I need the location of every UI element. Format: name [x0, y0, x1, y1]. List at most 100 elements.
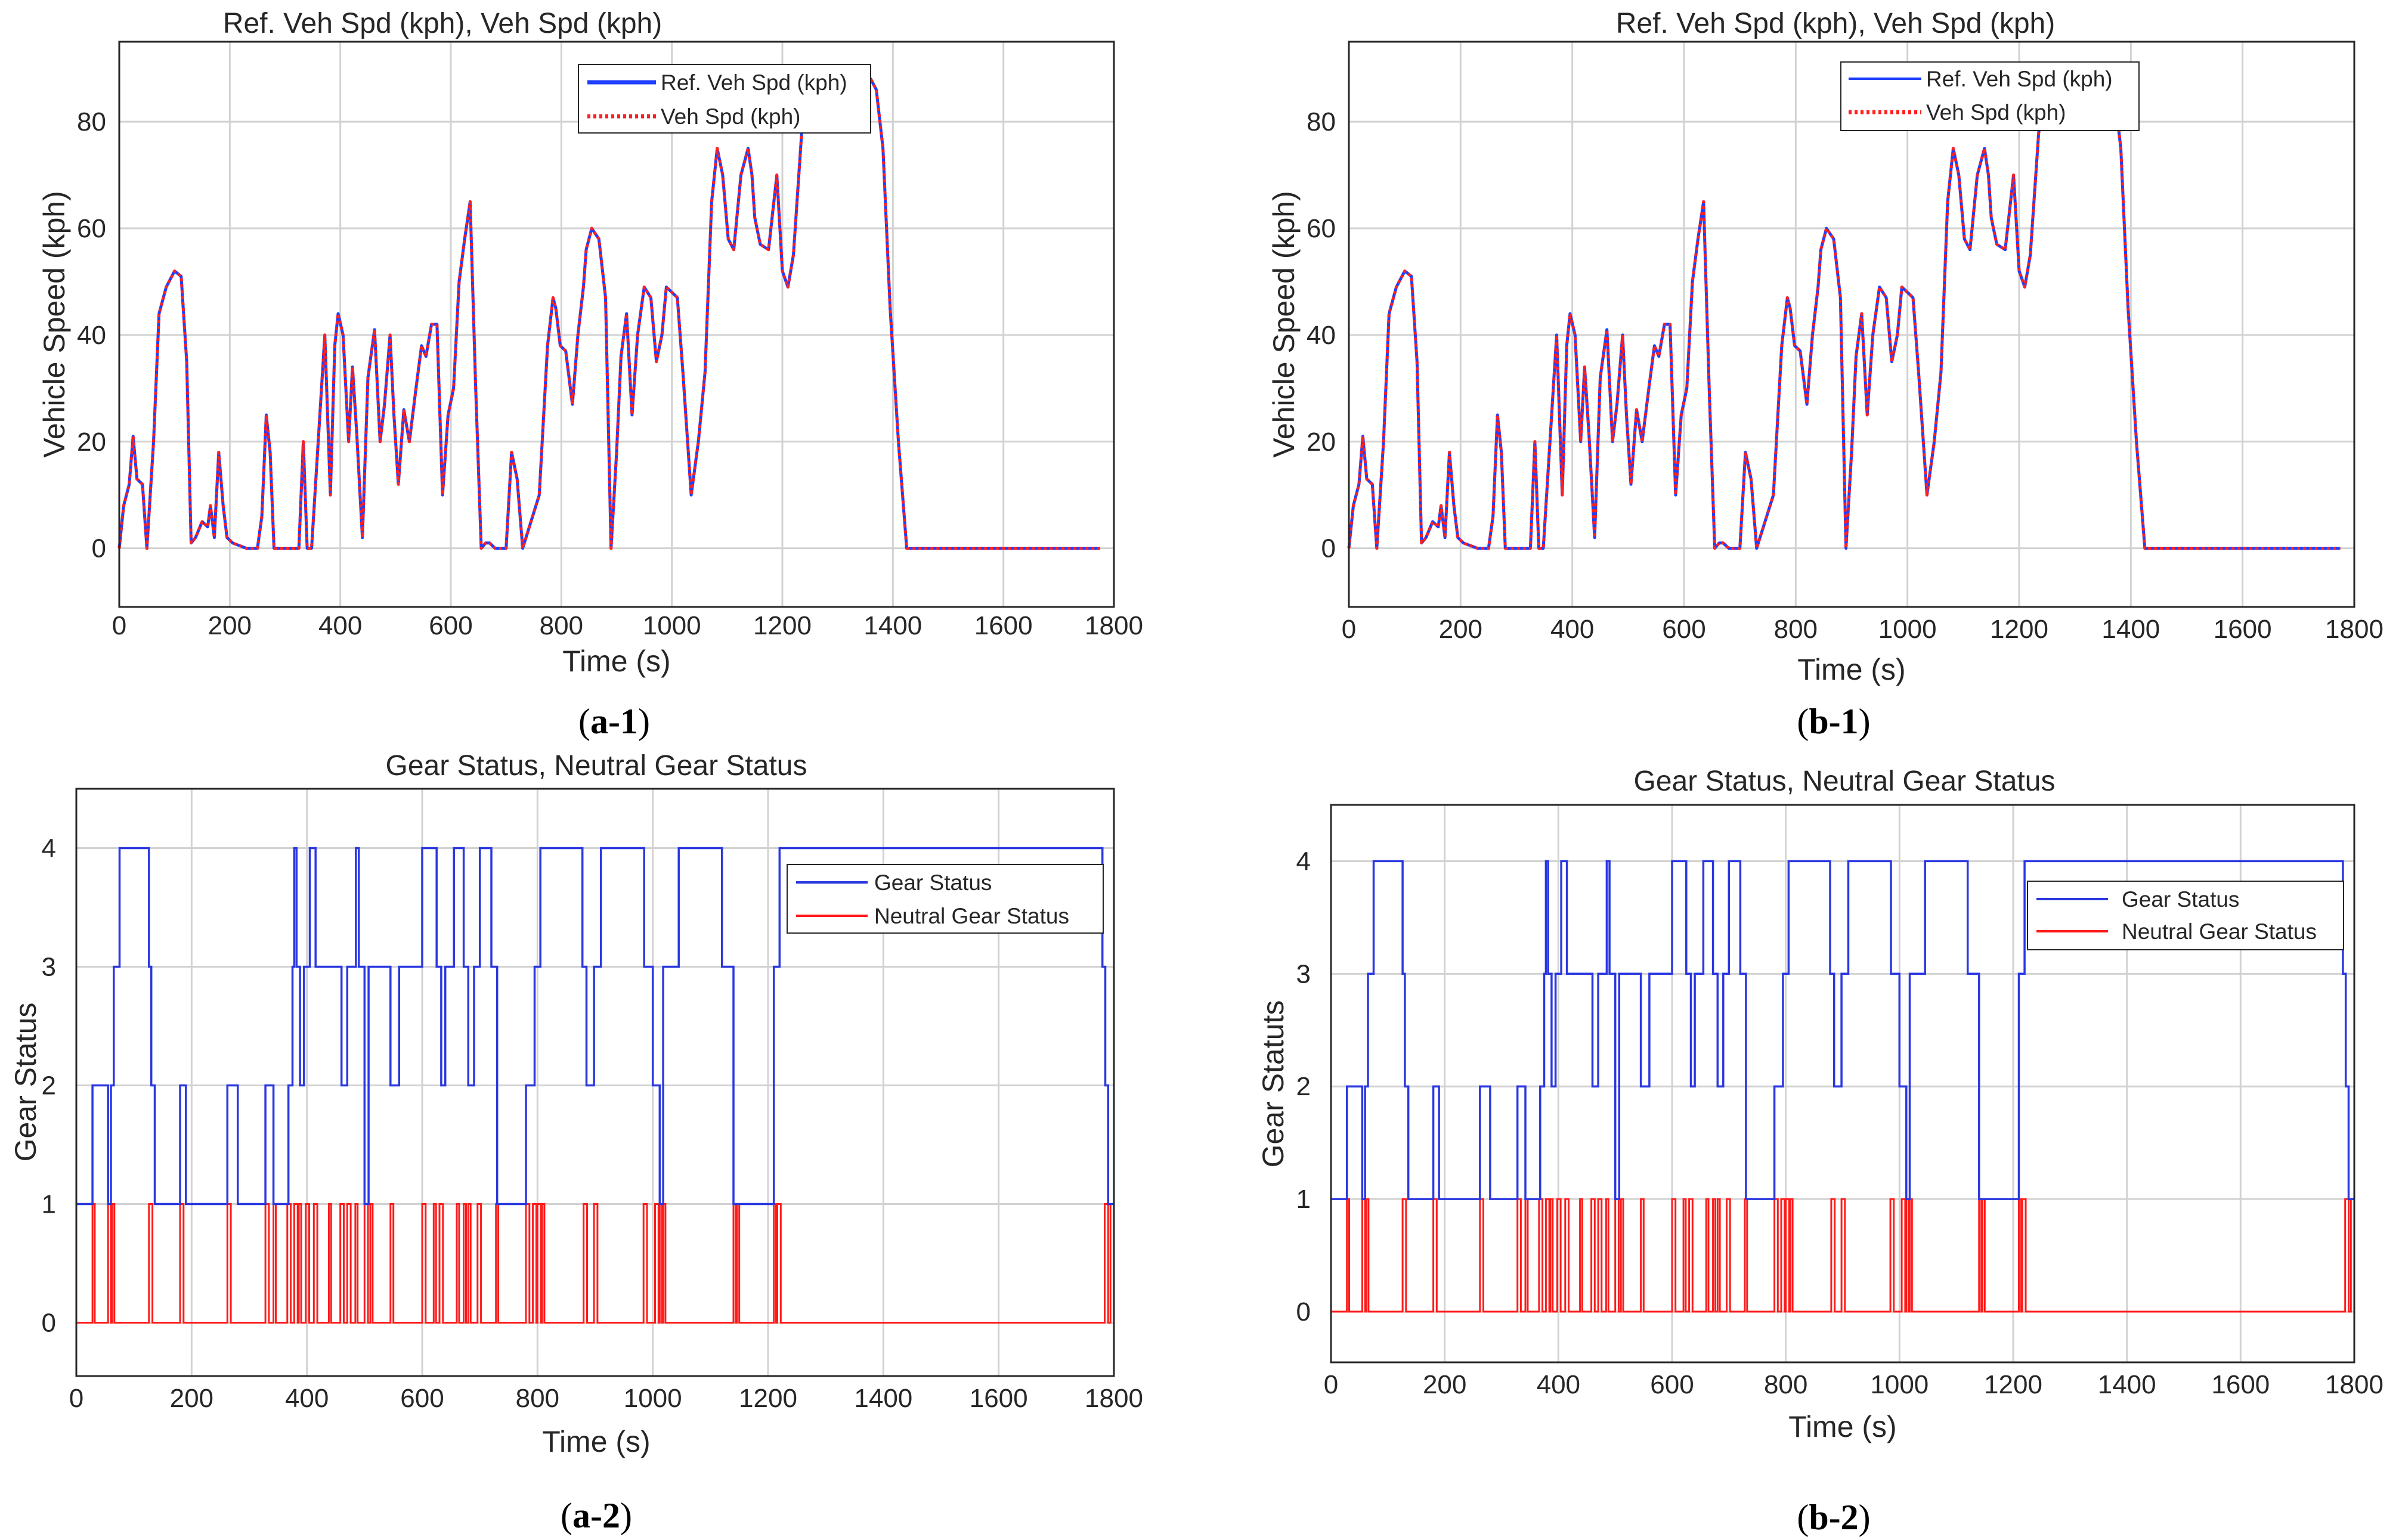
chart-title: Gear Status, Neutral Gear Status	[1634, 766, 2056, 797]
y-tick-label: 80	[77, 107, 106, 137]
x-tick-label: 1400	[854, 1384, 912, 1413]
chart-title: Ref. Veh Spd (kph), Veh Spd (kph)	[1616, 8, 2055, 39]
x-tick-label: 1600	[970, 1384, 1028, 1413]
x-tick-label: 1000	[643, 611, 701, 640]
x-tick-label: 0	[69, 1384, 83, 1413]
x-tick-label: 1800	[1085, 611, 1143, 640]
series-line-neutral-gear	[76, 1203, 1115, 1324]
x-tick-label: 600	[429, 611, 472, 640]
y-tick-labels: 0 1 2 3 4	[42, 833, 56, 1337]
panel-caption: (b-2)	[1797, 1498, 1870, 1537]
panel-b2-gear-chart: Gear Status, Neutral Gear Status 0 200 400…	[1256, 766, 2383, 1537]
x-tick-label: 800	[516, 1384, 559, 1413]
legend: Gear Status Neutral Gear Status	[787, 864, 1104, 934]
x-axis-label: Time (s)	[1797, 653, 1905, 686]
axes-box	[118, 41, 1115, 608]
chart-title: Ref. Veh Spd (kph), Veh Spd (kph)	[223, 8, 662, 39]
x-tick-label: 1400	[2098, 1370, 2156, 1399]
legend-box	[578, 64, 871, 134]
x-tick-label: 400	[1550, 615, 1594, 644]
series-line-gear-status	[1331, 860, 2354, 1200]
x-tick-label: 1400	[2101, 615, 2160, 644]
y-tick-label: 0	[92, 534, 106, 563]
y-tick-label: 80	[1307, 107, 1336, 137]
x-tick-label: 1000	[624, 1384, 682, 1413]
y-tick-label: 1	[42, 1189, 56, 1219]
caption-paren: (	[561, 1496, 572, 1535]
legend-box	[1840, 61, 2140, 131]
y-tick-label: 3	[42, 952, 56, 981]
x-tick-label: 800	[1774, 615, 1818, 644]
caption-label: a-1	[590, 702, 638, 741]
caption-label: a-2	[572, 1496, 620, 1535]
axes-box	[1330, 804, 2355, 1364]
plot-series	[1347, 78, 2341, 550]
x-tick-label: 0	[1342, 615, 1356, 644]
x-tick-labels: 0 200 400 600 800 1000 1200 1400 1600 1800	[1324, 1370, 2383, 1399]
x-axis-label: Time (s)	[542, 1425, 650, 1458]
plot-series	[76, 847, 1115, 1324]
x-tick-label: 800	[1764, 1370, 1807, 1399]
y-tick-label: 4	[42, 833, 56, 863]
y-tick-labels: 0 20 40 60 80	[1307, 107, 1336, 563]
caption-label: b-1	[1809, 702, 1858, 741]
x-tick-label: 400	[318, 611, 362, 640]
y-axis-label: Vehicle Speed (kph)	[38, 191, 71, 458]
caption-paren: )	[1859, 1498, 1871, 1537]
legend-box	[787, 864, 1104, 934]
y-tick-label: 3	[1296, 959, 1311, 989]
legend-label-ref-speed: Ref. Veh Spd (kph)	[1926, 67, 2113, 91]
legend: Gear Status Neutral Gear Status	[2027, 881, 2344, 950]
panel-caption: (a-1)	[578, 702, 650, 741]
panel-caption: (a-2)	[561, 1496, 632, 1535]
y-axis-label: Vehicle Speed (kph)	[1267, 191, 1301, 458]
x-tick-label: 0	[112, 611, 126, 640]
y-tick-label: 2	[1296, 1072, 1311, 1101]
x-tick-labels: 0 200 400 600 800 1000 1200 1400 1600 1800	[112, 611, 1143, 640]
series-line-veh-speed	[117, 78, 1100, 550]
x-tick-label: 1200	[739, 1384, 797, 1413]
chart-title: Gear Status, Neutral Gear Status	[386, 750, 807, 782]
x-tick-label: 800	[540, 611, 583, 640]
y-tick-label: 1	[1296, 1185, 1311, 1214]
y-tick-label: 60	[1307, 214, 1336, 243]
plot-series	[117, 78, 1100, 550]
y-axis-label: Gear Statuts	[1256, 1000, 1290, 1168]
x-tick-label: 1600	[2211, 1370, 2270, 1399]
axes-box	[1348, 41, 2355, 608]
y-tick-label: 2	[42, 1071, 56, 1100]
x-tick-label: 600	[400, 1384, 444, 1413]
plot-series	[1331, 860, 2355, 1313]
y-tick-label: 60	[77, 214, 106, 243]
y-axis-label: Gear Status	[9, 1003, 42, 1162]
x-tick-label: 1600	[2214, 615, 2272, 644]
x-tick-label: 1000	[1878, 615, 1937, 644]
x-tick-label: 200	[1439, 615, 1482, 644]
x-tick-label: 1600	[974, 611, 1033, 640]
legend-label-veh-speed: Veh Spd (kph)	[661, 104, 800, 129]
x-tick-label: 600	[1650, 1370, 1694, 1399]
x-tick-label: 1200	[1984, 1370, 2042, 1399]
x-tick-label: 200	[208, 611, 252, 640]
series-line-ref-speed	[117, 78, 1100, 550]
legend: Ref. Veh Spd (kph) Veh Spd (kph)	[578, 64, 871, 134]
x-axis-label: Time (s)	[1788, 1410, 1896, 1443]
x-axis-label: Time (s)	[562, 644, 670, 678]
panel-a2-gear-chart: Gear Status, Neutral Gear Status 0 200 400…	[9, 750, 1143, 1535]
x-tick-labels: 0 200 400 600 800 1000 1200 1400 1600 1800	[69, 1384, 1143, 1413]
y-tick-label: 0	[1321, 534, 1336, 563]
y-tick-label: 0	[1296, 1297, 1311, 1327]
y-tick-label: 40	[1307, 321, 1336, 350]
caption-paren: )	[1859, 702, 1871, 741]
y-tick-label: 4	[1296, 847, 1311, 876]
x-tick-label: 1800	[2325, 1370, 2383, 1399]
x-tick-label: 1000	[1870, 1370, 1929, 1399]
series-line-neutral-gear	[1331, 1198, 2355, 1313]
x-tick-label: 200	[1423, 1370, 1466, 1399]
x-tick-label: 0	[1324, 1370, 1338, 1399]
legend-label-ref-speed: Ref. Veh Spd (kph)	[661, 70, 847, 95]
caption-paren: (	[1797, 1498, 1809, 1537]
series-line-ref-speed	[1347, 78, 2341, 550]
axes-box	[75, 788, 1115, 1377]
legend-label-gear: Gear Status	[2122, 887, 2239, 912]
